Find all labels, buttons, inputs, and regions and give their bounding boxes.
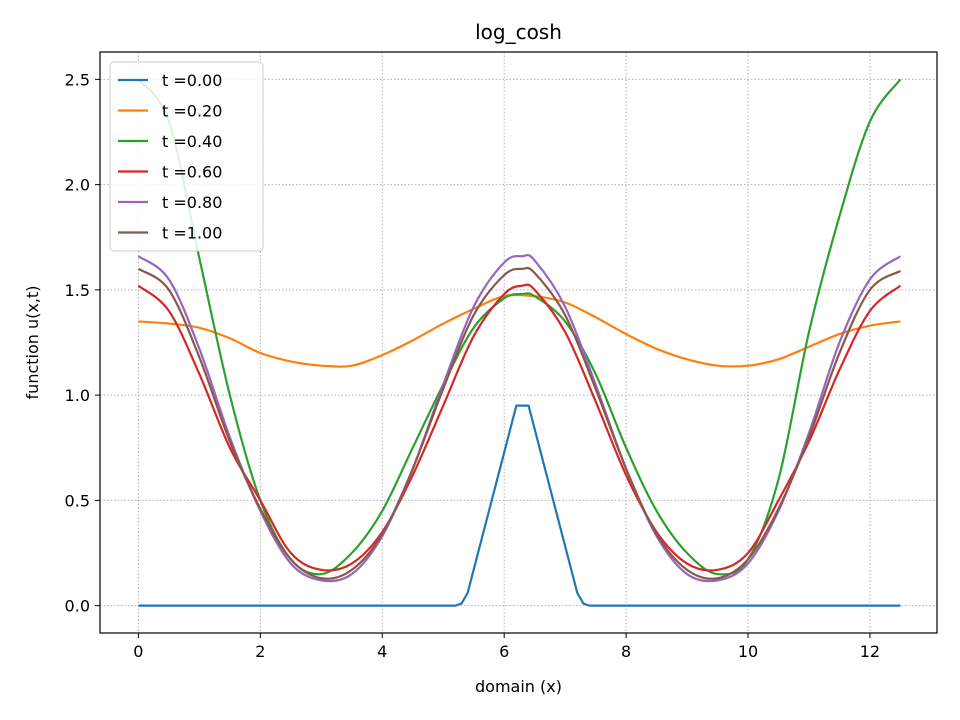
legend-label-4: t =0.80 <box>162 193 222 212</box>
series-line-2 <box>137 78 902 576</box>
x-tick-label-1: 2 <box>255 642 265 661</box>
x-tick-label-5: 10 <box>738 642 758 661</box>
series-lines <box>137 78 902 607</box>
y-tick-label-3: 1.5 <box>65 281 90 300</box>
legend-label-1: t =0.20 <box>162 102 222 121</box>
legend-label-2: t =0.40 <box>162 132 222 151</box>
x-tick-label-2: 4 <box>377 642 387 661</box>
y-tick-label-1: 0.5 <box>65 491 90 510</box>
series-line-3 <box>137 283 902 572</box>
x-tick-label-0: 0 <box>133 642 143 661</box>
legend-label-5: t =1.00 <box>162 224 222 243</box>
legend-box <box>109 61 264 252</box>
plot-frame <box>99 51 938 634</box>
axis-ticks: 0 2 4 6 8 10 12 0.0 0.5 1.0 1.5 2.0 2.5 <box>65 70 881 661</box>
y-tick-label-0: 0.0 <box>65 597 90 616</box>
y-axis-title: function u(x,t) <box>23 286 42 400</box>
series-line-5 <box>137 266 902 580</box>
x-tick-label-4: 8 <box>621 642 631 661</box>
legend-label-3: t =0.60 <box>162 163 222 182</box>
chart-title: log_cosh <box>475 20 562 44</box>
x-tick-label-6: 12 <box>860 642 880 661</box>
y-tick-label-5: 2.5 <box>65 70 90 89</box>
y-tick-label-4: 2.0 <box>65 176 90 195</box>
x-tick-label-3: 6 <box>499 642 509 661</box>
x-axis-title: domain (x) <box>475 677 562 696</box>
series-line-0 <box>138 404 901 607</box>
y-tick-label-2: 1.0 <box>65 386 90 405</box>
legend-label-0: t =0.00 <box>162 71 222 90</box>
legend: t =0.00 t =0.20 t =0.40 t =0.60 t =0.80 t =1.… <box>109 61 264 252</box>
